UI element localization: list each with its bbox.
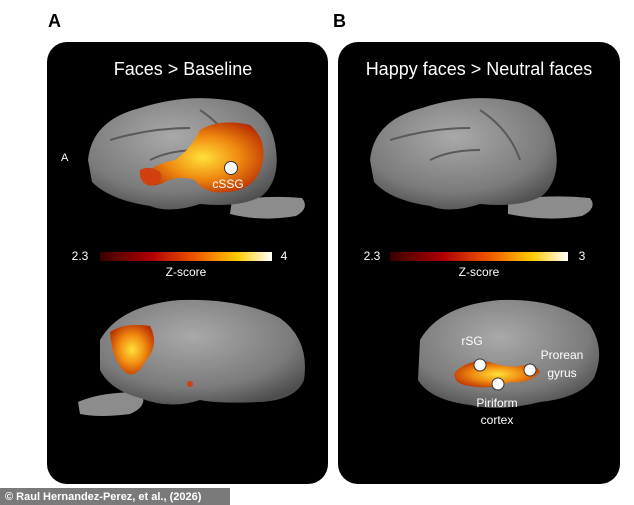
location-marker (491, 377, 505, 391)
location-marker (473, 358, 487, 372)
location-marker (224, 161, 238, 175)
colorbar-max: 4 (281, 249, 288, 263)
region-label: rSG (461, 334, 482, 348)
region-label: Prorean (541, 348, 584, 362)
colorbar-min: 2.3 (364, 249, 381, 263)
credit: © Raul Hernandez-Perez, et al., (2026) (5, 491, 202, 503)
region-label: gyrus (547, 366, 576, 380)
panel-letter: B (333, 11, 346, 31)
colorbar-max: 3 (579, 249, 586, 263)
panel-title: Faces > Baseline (114, 59, 253, 79)
brain-ventral (418, 299, 600, 408)
brain-lateral (370, 98, 593, 219)
brain-medial (78, 299, 305, 416)
panel-letter: A (48, 11, 61, 31)
colorbar-label: Z-score (459, 265, 500, 279)
brain-lateral (88, 98, 305, 219)
colorbar-label: Z-score (166, 265, 207, 279)
region-label: cSSG (212, 177, 243, 191)
colorbar (390, 252, 568, 261)
panel-title: Happy faces > Neutral faces (366, 59, 593, 79)
credit-background (0, 488, 230, 505)
region-label: Piriform (476, 396, 517, 410)
orientation-label: A (61, 152, 69, 164)
location-marker (523, 363, 537, 377)
region-label: cortex (481, 413, 514, 427)
colorbar (100, 252, 272, 261)
colorbar-min: 2.3 (72, 249, 89, 263)
